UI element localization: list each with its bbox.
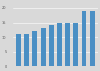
Bar — [24, 34, 29, 66]
Bar — [16, 34, 21, 66]
Bar — [73, 23, 78, 66]
Bar — [65, 23, 70, 66]
Bar — [32, 31, 37, 66]
Bar — [41, 28, 46, 66]
Bar — [90, 11, 95, 66]
Bar — [57, 23, 62, 66]
Bar — [82, 11, 86, 66]
Bar — [49, 25, 54, 66]
